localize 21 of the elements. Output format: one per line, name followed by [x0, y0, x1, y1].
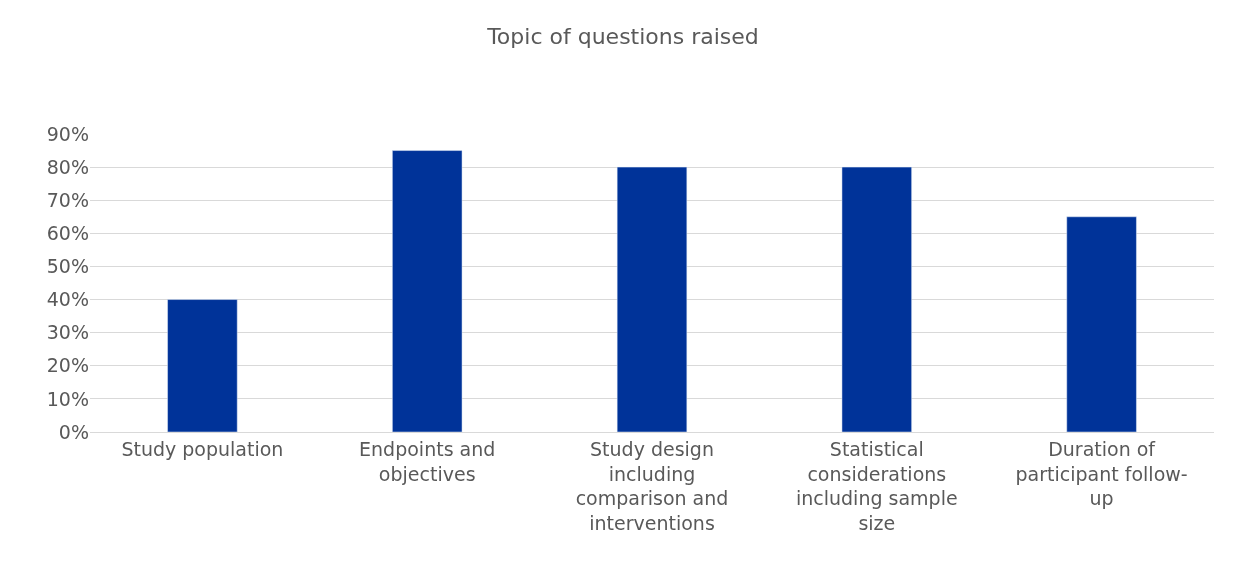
y-tick-label: 40%	[46, 288, 89, 311]
x-tick-label: Study design including comparison and interventions	[575, 437, 729, 534]
bar	[616, 166, 688, 432]
bar	[167, 299, 238, 432]
y-tick-label: 70%	[46, 188, 89, 211]
y-tick-label: 10%	[46, 387, 89, 410]
x-tick-label: Endpoints and objectives	[359, 437, 496, 485]
y-tick-label: 20%	[46, 354, 89, 377]
y-tick-label: 50%	[46, 255, 89, 278]
x-tick-label: Study population	[121, 437, 284, 460]
bar	[841, 166, 912, 432]
chart-title: Topic of questions raised	[486, 24, 759, 50]
y-tick-label: 90%	[46, 122, 89, 145]
x-tick-label: Duration of participant follow-up	[1015, 437, 1188, 510]
y-tick-label: 80%	[46, 155, 89, 178]
y-tick-label: 30%	[46, 321, 89, 344]
y-tick-label: 60%	[46, 221, 89, 244]
y-tick-label: 0%	[58, 420, 89, 443]
bar	[392, 150, 463, 432]
bar	[1066, 216, 1137, 432]
x-tick-label: Statistical considerations including sample size	[795, 437, 958, 534]
